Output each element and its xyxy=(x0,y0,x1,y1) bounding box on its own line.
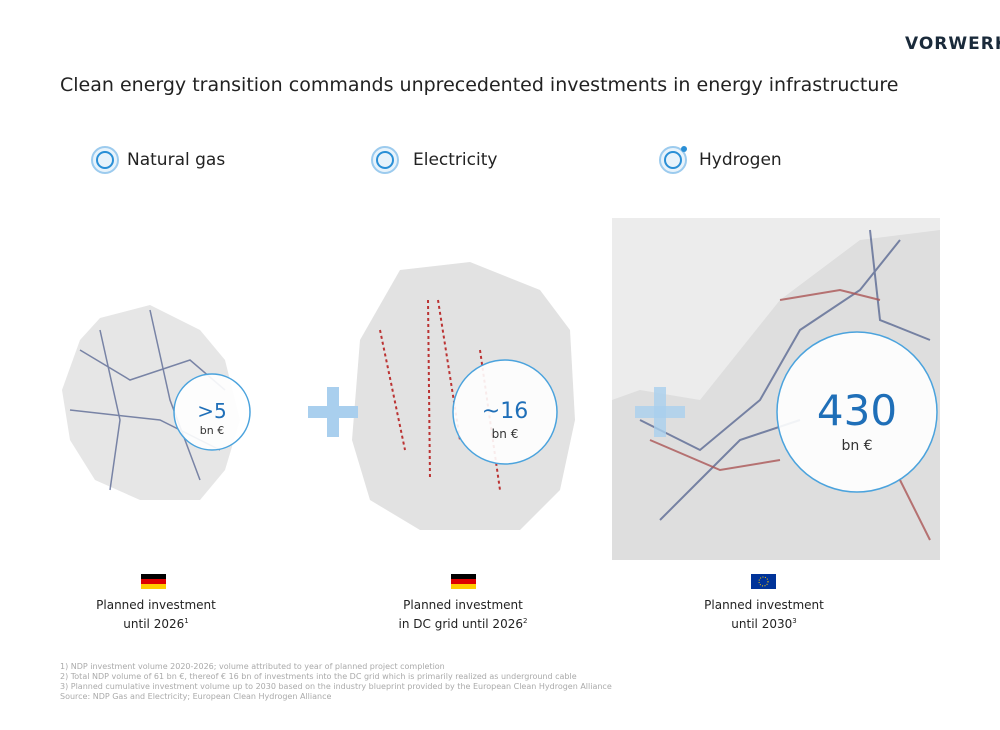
footnote: 1) NDP investment volume 2020-2026; volu… xyxy=(60,662,445,671)
value: >5 xyxy=(197,399,226,423)
value: 430 xyxy=(817,386,897,435)
footnotes: 1) NDP investment volume 2020-2026; volu… xyxy=(60,662,612,702)
caption-line: until 20303 xyxy=(654,613,874,632)
value: ~16 xyxy=(482,399,528,424)
caption: Planned investment until 20303 xyxy=(654,597,874,632)
footnote-ref: 3 xyxy=(792,617,797,625)
column-label: Electricity xyxy=(413,150,498,170)
footnote: 3) Planned cumulative investment volume … xyxy=(60,682,612,691)
unit: bn € xyxy=(841,438,872,454)
slide-title: Clean energy transition commands unprece… xyxy=(60,74,899,96)
caption: Planned investment in DC grid until 2026… xyxy=(353,597,573,632)
footnote: 2) Total NDP volume of 61 bn €, thereof … xyxy=(60,672,577,681)
footnote-ref: 1 xyxy=(184,617,189,625)
column-label: Natural gas xyxy=(127,150,226,170)
caption: Planned investment until 20261 xyxy=(46,597,266,632)
footnote-ref: 2 xyxy=(522,617,528,625)
maps xyxy=(62,218,940,560)
caption-text: in DC grid until 2026 xyxy=(398,617,523,631)
caption-line: Planned investment xyxy=(96,598,216,612)
caption-text: until 2026 xyxy=(123,617,185,631)
caption-text: until 2030 xyxy=(731,617,793,631)
caption-line: Planned investment xyxy=(403,598,523,612)
column-label: Hydrogen xyxy=(699,150,782,170)
icons xyxy=(91,146,687,174)
unit: bn € xyxy=(492,427,519,441)
unit: bn € xyxy=(200,424,224,437)
plus-signs xyxy=(308,387,685,437)
bubbles xyxy=(173,331,938,493)
caption-line: in DC grid until 20262 xyxy=(353,613,573,632)
caption-line: until 20261 xyxy=(46,613,266,632)
caption-line: Planned investment xyxy=(704,598,824,612)
flags xyxy=(141,574,776,589)
logo: VORWERK xyxy=(905,34,1000,54)
footnote: Source: NDP Gas and Electricity; Europea… xyxy=(60,692,332,701)
